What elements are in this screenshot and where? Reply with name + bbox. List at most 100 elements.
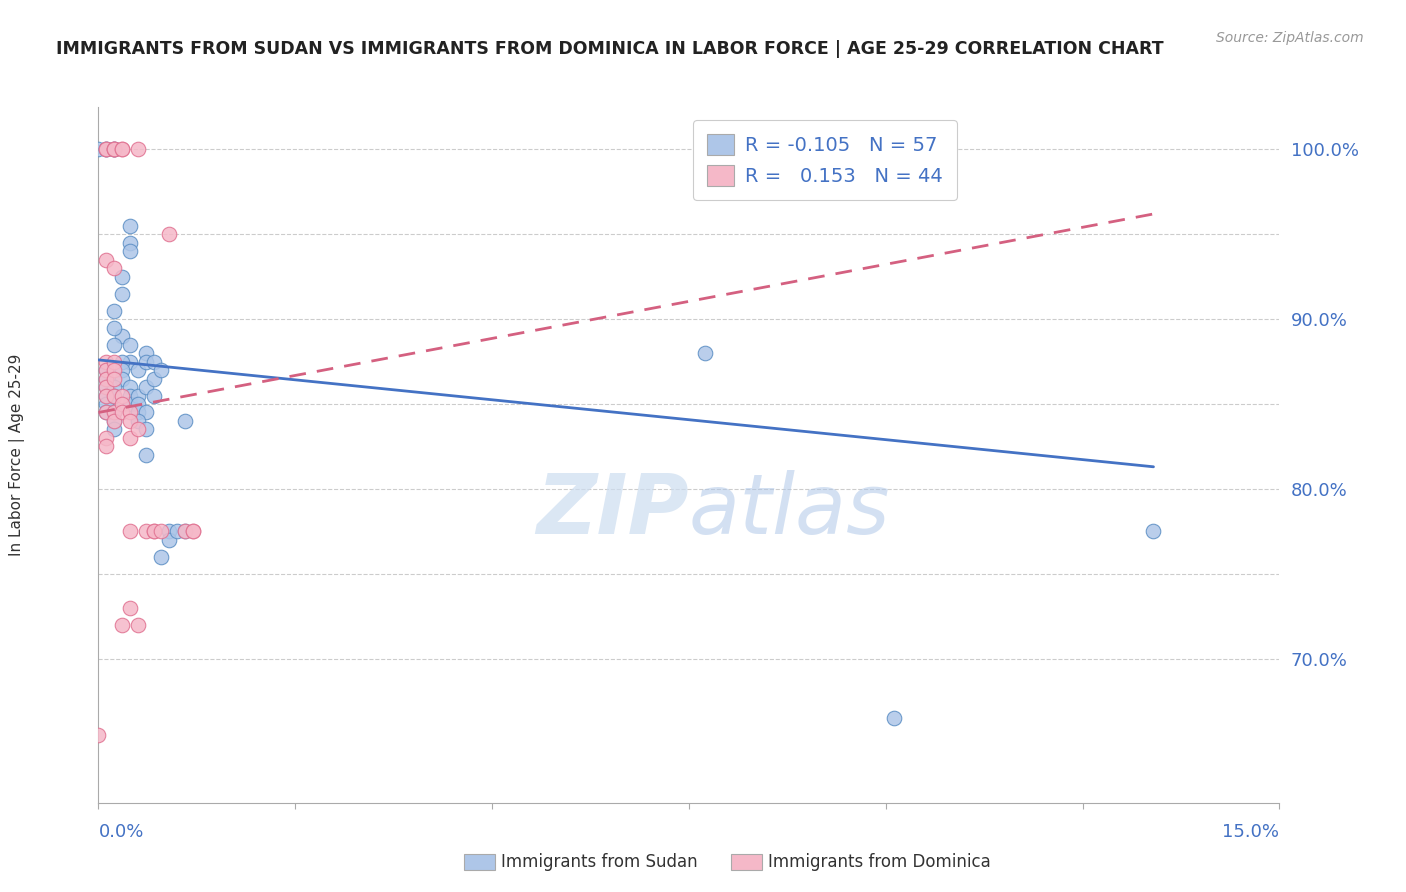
Point (157, 227, 180, 242)
Point (150, 549, 173, 564)
Point (166, 524, 188, 539)
Point (103, 422, 125, 436)
Point (135, 524, 157, 539)
Point (111, 397, 134, 411)
Point (127, 422, 149, 436)
Point (127, 143, 149, 157)
Point (118, 354, 141, 368)
Point (103, 371, 125, 385)
Point (181, 524, 204, 539)
Point (103, 405, 125, 419)
Point (127, 617, 149, 632)
Point (96, 405, 118, 419)
Point (96, 388, 118, 402)
Point (118, 244, 141, 259)
Legend: R = -0.105   N = 57, R =   0.153   N = 44: R = -0.105 N = 57, R = 0.153 N = 44 (693, 120, 956, 200)
Point (103, 143, 125, 157)
Point (118, 414, 141, 428)
Point (118, 219, 141, 233)
Point (103, 414, 125, 428)
Point (157, 533, 180, 547)
Point (174, 524, 197, 539)
Point (96, 143, 118, 157)
Text: IMMIGRANTS FROM SUDAN VS IMMIGRANTS FROM DOMINICA IN LABOR FORCE | AGE 25-29 COR: IMMIGRANTS FROM SUDAN VS IMMIGRANTS FROM… (56, 40, 1164, 58)
Point (96, 143, 118, 157)
Point (96, 143, 118, 157)
Point (135, 405, 157, 419)
Text: In Labor Force | Age 25-29: In Labor Force | Age 25-29 (8, 354, 25, 556)
Point (87, 143, 110, 157)
Point (96, 363, 118, 377)
Point (150, 524, 173, 539)
Point (103, 405, 125, 419)
Text: Immigrants from Sudan: Immigrants from Sudan (501, 853, 697, 871)
Point (142, 524, 165, 539)
Point (142, 371, 165, 385)
Point (111, 143, 134, 157)
Point (111, 617, 134, 632)
Point (96, 380, 118, 394)
Point (181, 524, 204, 539)
Point (87, 728, 110, 742)
Point (96, 388, 118, 402)
Point (111, 143, 134, 157)
Point (103, 363, 125, 377)
Point (142, 524, 165, 539)
Point (157, 524, 180, 539)
Point (135, 448, 157, 462)
Point (96, 439, 118, 453)
Point (96, 143, 118, 157)
Point (118, 337, 141, 351)
Point (96, 431, 118, 445)
Point (150, 363, 173, 377)
Point (103, 337, 125, 351)
Point (142, 354, 165, 368)
Point (111, 371, 134, 385)
Point (96, 397, 118, 411)
Text: 0.0%: 0.0% (98, 823, 143, 841)
Point (96, 371, 118, 385)
Point (174, 414, 197, 428)
Text: Source: ZipAtlas.com: Source: ZipAtlas.com (1216, 31, 1364, 45)
Point (142, 388, 165, 402)
Point (111, 354, 134, 368)
Point (127, 414, 149, 428)
Point (111, 363, 134, 377)
Point (111, 269, 134, 284)
Point (1142, 524, 1164, 539)
Point (118, 235, 141, 250)
Point (96, 354, 118, 368)
Point (111, 405, 134, 419)
Point (96, 405, 118, 419)
Point (135, 422, 157, 436)
Point (103, 388, 125, 402)
Point (118, 388, 141, 402)
Point (135, 380, 157, 394)
Text: ZIP: ZIP (536, 470, 689, 551)
Point (103, 388, 125, 402)
Point (127, 363, 149, 377)
Point (118, 405, 141, 419)
Point (883, 711, 905, 725)
Point (103, 143, 125, 157)
Point (174, 524, 197, 539)
Point (96, 252, 118, 267)
Point (127, 405, 149, 419)
Point (118, 600, 141, 615)
Point (103, 261, 125, 276)
Point (693, 346, 716, 360)
Point (103, 320, 125, 334)
Point (127, 397, 149, 411)
Point (96, 380, 118, 394)
Point (118, 524, 141, 539)
Text: Immigrants from Dominica: Immigrants from Dominica (768, 853, 990, 871)
Point (103, 303, 125, 318)
Point (103, 143, 125, 157)
Point (103, 354, 125, 368)
Point (96, 371, 118, 385)
Point (111, 286, 134, 301)
Point (118, 431, 141, 445)
Point (127, 388, 149, 402)
Point (118, 397, 141, 411)
Point (135, 354, 157, 368)
